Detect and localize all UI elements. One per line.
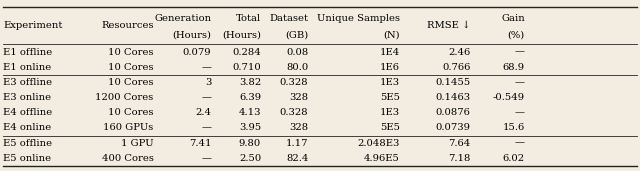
Text: (N): (N)	[383, 31, 400, 40]
Text: —: —	[515, 139, 525, 148]
Text: 5E5: 5E5	[380, 93, 400, 102]
Text: (Hours): (Hours)	[172, 31, 211, 40]
Text: 0.328: 0.328	[280, 78, 308, 87]
Text: 1 GPU: 1 GPU	[121, 139, 154, 148]
Text: (Hours): (Hours)	[222, 31, 261, 40]
Text: E5 online: E5 online	[3, 154, 51, 163]
Text: 7.18: 7.18	[448, 154, 470, 163]
Text: 2.048E3: 2.048E3	[358, 139, 400, 148]
Text: —: —	[201, 154, 211, 163]
Text: Experiment: Experiment	[3, 21, 63, 30]
Text: 328: 328	[289, 93, 308, 102]
Text: Unique Samples: Unique Samples	[317, 14, 400, 23]
Text: 0.079: 0.079	[182, 48, 211, 57]
Text: Gain: Gain	[501, 14, 525, 23]
Text: 1E4: 1E4	[380, 48, 400, 57]
Text: Resources: Resources	[101, 21, 154, 30]
Text: 0.328: 0.328	[280, 108, 308, 117]
Text: 1.17: 1.17	[286, 139, 308, 148]
Text: 3: 3	[205, 78, 211, 87]
Text: 160 GPUs: 160 GPUs	[103, 123, 154, 132]
Text: 9.80: 9.80	[239, 139, 261, 148]
Text: 10 Cores: 10 Cores	[108, 63, 154, 72]
Text: —: —	[201, 63, 211, 72]
Text: 328: 328	[289, 123, 308, 132]
Text: E1 online: E1 online	[3, 63, 51, 72]
Text: 1E3: 1E3	[380, 78, 400, 87]
Text: 10 Cores: 10 Cores	[108, 78, 154, 87]
Text: 82.4: 82.4	[286, 154, 308, 163]
Text: 0.0876: 0.0876	[436, 108, 470, 117]
Text: 7.64: 7.64	[448, 139, 470, 148]
Text: 2.46: 2.46	[448, 48, 470, 57]
Text: 2.50: 2.50	[239, 154, 261, 163]
Text: 1E6: 1E6	[380, 63, 400, 72]
Text: E1 offline: E1 offline	[3, 48, 52, 57]
Text: 0.284: 0.284	[232, 48, 261, 57]
Text: —: —	[515, 108, 525, 117]
Text: 7.41: 7.41	[189, 139, 211, 148]
Text: 2.4: 2.4	[195, 108, 211, 117]
Text: (GB): (GB)	[285, 31, 308, 40]
Text: E4 online: E4 online	[3, 123, 51, 132]
Text: 3.82: 3.82	[239, 78, 261, 87]
Text: 80.0: 80.0	[286, 63, 308, 72]
Text: —: —	[201, 123, 211, 132]
Text: 0.766: 0.766	[442, 63, 470, 72]
Text: —: —	[515, 48, 525, 57]
Text: 6.02: 6.02	[502, 154, 525, 163]
Text: Total: Total	[236, 14, 261, 23]
Text: 10 Cores: 10 Cores	[108, 108, 154, 117]
Text: 0.08: 0.08	[286, 48, 308, 57]
Text: 0.1463: 0.1463	[435, 93, 470, 102]
Text: Dataset: Dataset	[269, 14, 308, 23]
Text: 5E5: 5E5	[380, 123, 400, 132]
Text: —: —	[515, 78, 525, 87]
Text: 10 Cores: 10 Cores	[108, 48, 154, 57]
Text: 4.96E5: 4.96E5	[364, 154, 400, 163]
Text: RMSE ↓: RMSE ↓	[427, 21, 470, 30]
Text: 68.9: 68.9	[502, 63, 525, 72]
Text: 1E3: 1E3	[380, 108, 400, 117]
Text: E3 online: E3 online	[3, 93, 51, 102]
Text: —: —	[201, 93, 211, 102]
Text: 0.0739: 0.0739	[435, 123, 470, 132]
Text: Generation: Generation	[154, 14, 211, 23]
Text: 0.1455: 0.1455	[435, 78, 470, 87]
Text: 0.710: 0.710	[232, 63, 261, 72]
Text: 6.39: 6.39	[239, 93, 261, 102]
Text: 1200 Cores: 1200 Cores	[95, 93, 154, 102]
Text: E3 offline: E3 offline	[3, 78, 52, 87]
Text: -0.549: -0.549	[493, 93, 525, 102]
Text: 3.95: 3.95	[239, 123, 261, 132]
Text: 400 Cores: 400 Cores	[102, 154, 154, 163]
Text: 4.13: 4.13	[239, 108, 261, 117]
Text: E4 offline: E4 offline	[3, 108, 52, 117]
Text: 15.6: 15.6	[502, 123, 525, 132]
Text: (%): (%)	[508, 31, 525, 40]
Text: E5 offline: E5 offline	[3, 139, 52, 148]
